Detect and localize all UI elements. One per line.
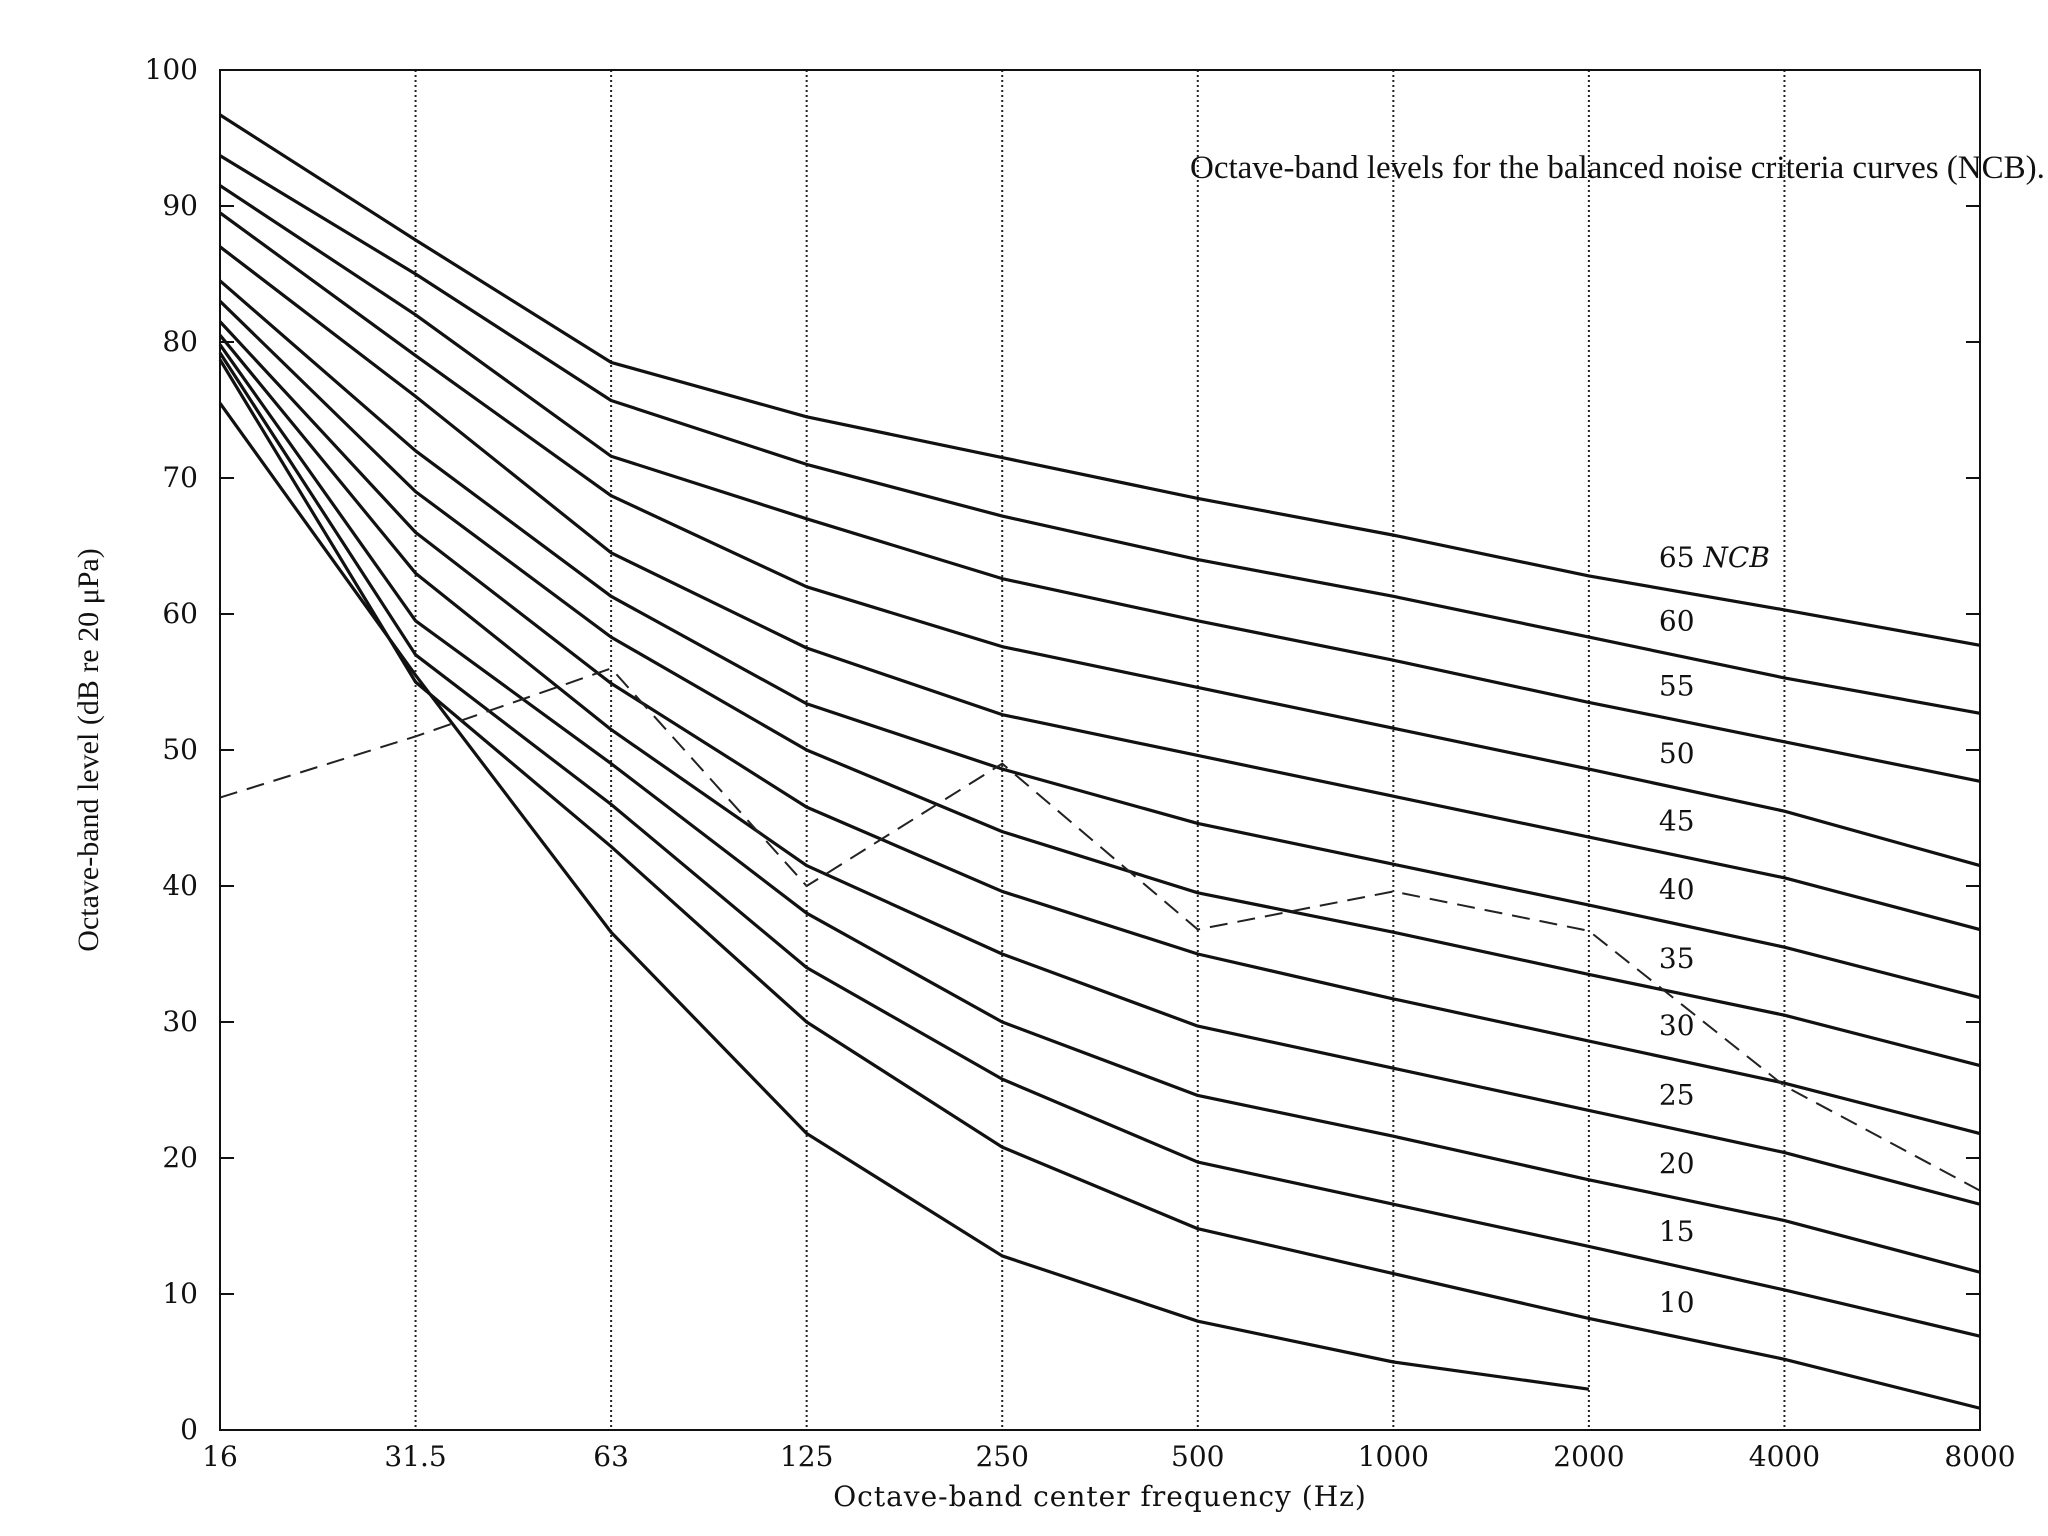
curve-label: 15 [1659,1215,1695,1248]
y-tick-label: 90 [162,189,198,222]
ncb-curve [218,358,1981,1410]
y-tick-label: 60 [162,597,198,630]
ncb-curve [219,154,1981,715]
y-tick-label: 70 [162,461,198,494]
x-axis-ticks: 16 31.5 63 125 250 500 1000 2000 4000 8000 [202,1440,2015,1473]
curve-label: 60 [1659,605,1695,638]
ncb-curve [219,113,1981,647]
x-tick-label: 16 [202,1440,238,1473]
x-tick-label: 125 [780,1440,833,1473]
y-tick-label: 10 [162,1277,198,1310]
x-tick-label: 31.5 [384,1440,446,1473]
ncb-curve [218,352,1981,1338]
chart-title: Octave-band levels for the balanced nois… [1190,150,2045,186]
y-axis-title: Octave-band level (dB re 20 μPa) [72,548,105,951]
curve-label: 55 [1659,669,1695,702]
curve-label: 45 [1659,805,1695,838]
measured-spectrum [219,667,1981,1192]
series-curves [218,113,1981,1410]
curve-label: 50 [1659,737,1695,770]
ncb-curve [219,211,1981,868]
x-tick-label: 63 [593,1440,629,1473]
x-tick-label: 2000 [1553,1440,1624,1473]
ncb-curve [218,402,1590,1391]
x-tick-label: 500 [1171,1440,1224,1473]
y-axis-ticks: 0 10 20 30 40 50 60 70 80 90 100 [145,53,1980,1446]
plot-frame [219,69,1981,1431]
ncb-curve [218,300,1981,1068]
y-tick-label: 20 [162,1141,198,1174]
ncb-curve [219,184,1981,783]
ncb-curve [218,320,1981,1136]
x-tick-label: 4000 [1749,1440,1820,1473]
ncb-curve [219,245,1981,932]
curve-label: 10 [1659,1286,1695,1319]
y-tick-label: 50 [162,733,198,766]
curve-label: 40 [1659,873,1695,906]
x-tick-label: 8000 [1944,1440,2015,1473]
y-tick-label: 0 [180,1413,198,1446]
curve-label: 35 [1659,942,1695,975]
y-tick-label: 30 [162,1005,198,1038]
y-tick-label: 100 [145,53,198,86]
ncb-curve [218,343,1981,1274]
grid-lines [414,70,1786,1430]
measured-spectrum-line [219,667,1981,1192]
x-axis-title: Octave-band center frequency (Hz) [833,1480,1367,1513]
curve-label: 65 NCB [1659,541,1770,574]
ncb-curve [218,279,1981,1000]
curve-label: 30 [1659,1009,1695,1042]
curve-labels: 65 NCB 60 55 50 45 40 35 30 25 20 15 10 [1659,541,1770,1319]
curve-label: 25 [1659,1078,1695,1111]
y-tick-label: 80 [162,325,198,358]
x-tick-label: 1000 [1358,1440,1429,1473]
y-tick-label: 40 [162,869,198,902]
curve-label: 20 [1659,1147,1695,1180]
ncb-curve [218,334,1981,1206]
x-tick-label: 250 [975,1440,1028,1473]
